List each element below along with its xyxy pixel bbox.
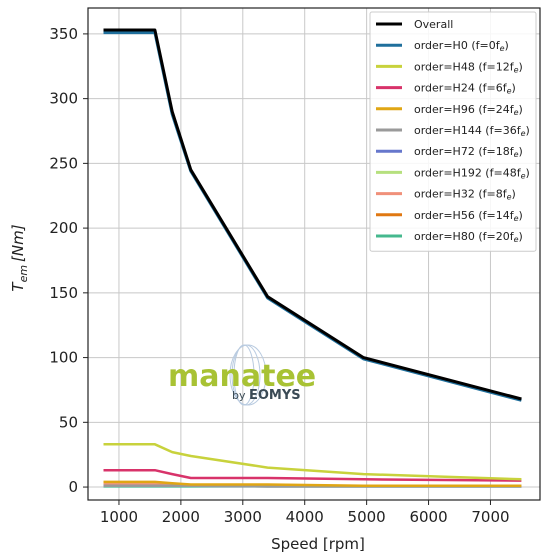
logo-swirl-icon bbox=[229, 344, 267, 406]
x-tick-label: 6000 bbox=[409, 508, 447, 526]
series-line-3 bbox=[103, 468, 522, 482]
y-tick-label: 100 bbox=[49, 349, 78, 367]
y-tick-label: 350 bbox=[49, 25, 78, 43]
legend-entry: order=H80 (f=20fe) bbox=[414, 230, 523, 244]
series-lines bbox=[103, 28, 522, 488]
logo-main-text: manatee bbox=[168, 359, 316, 394]
x-tick-label: 3000 bbox=[224, 508, 262, 526]
x-tick-label: 2000 bbox=[162, 508, 200, 526]
legend-entry: Overall bbox=[414, 18, 453, 31]
legend-entry: order=H48 (f=12fe) bbox=[414, 60, 523, 74]
legend-entry: order=H72 (f=18fe) bbox=[414, 145, 523, 159]
x-tick-label: 7000 bbox=[471, 508, 509, 526]
logo-sub-text: by EOMYS bbox=[232, 388, 301, 403]
x-tick-label: 4000 bbox=[286, 508, 324, 526]
ticks: 1000 2000 3000 4000 5000 6000 7000 0 50 100 150 200… bbox=[49, 25, 509, 526]
y-tick-label: 150 bbox=[49, 284, 78, 302]
legend-entry: order=H192 (f=48fe) bbox=[414, 166, 530, 180]
y-tick-label: 250 bbox=[49, 154, 78, 172]
legend-entry: order=H0 (f=0fe) bbox=[414, 39, 509, 53]
legend-box bbox=[369, 11, 537, 252]
legend-entry: order=H32 (f=8fe) bbox=[414, 188, 516, 202]
legend-entry: order=H96 (f=24fe) bbox=[414, 103, 523, 117]
y-tick-label: 300 bbox=[49, 90, 78, 108]
y-tick-label: 200 bbox=[49, 219, 78, 237]
manatee-logo: manatee by EOMYS bbox=[168, 344, 316, 406]
series-line-4 bbox=[103, 480, 522, 488]
x-tick-label: 1000 bbox=[100, 508, 138, 526]
y-axis-label: Tem[Nm] bbox=[9, 224, 30, 291]
series-line-0 bbox=[103, 28, 522, 401]
y-tick-label: 0 bbox=[68, 478, 78, 496]
x-axis-label: Speed [rpm] bbox=[271, 535, 365, 553]
legend-entry: order=H144 (f=36fe) bbox=[414, 124, 530, 138]
y-tick-label: 50 bbox=[59, 413, 78, 431]
series-line-2 bbox=[103, 443, 522, 481]
axes bbox=[87, 7, 541, 501]
x-tick-label: 5000 bbox=[348, 508, 386, 526]
legend-entry: order=H56 (f=14fe) bbox=[414, 209, 523, 223]
plot-frame bbox=[87, 7, 541, 501]
legend-entry: order=H24 (f=6fe) bbox=[414, 82, 516, 96]
legend: Overall order=H0 (f=0fe) order=H48 (f=12fe… bbox=[369, 11, 537, 252]
